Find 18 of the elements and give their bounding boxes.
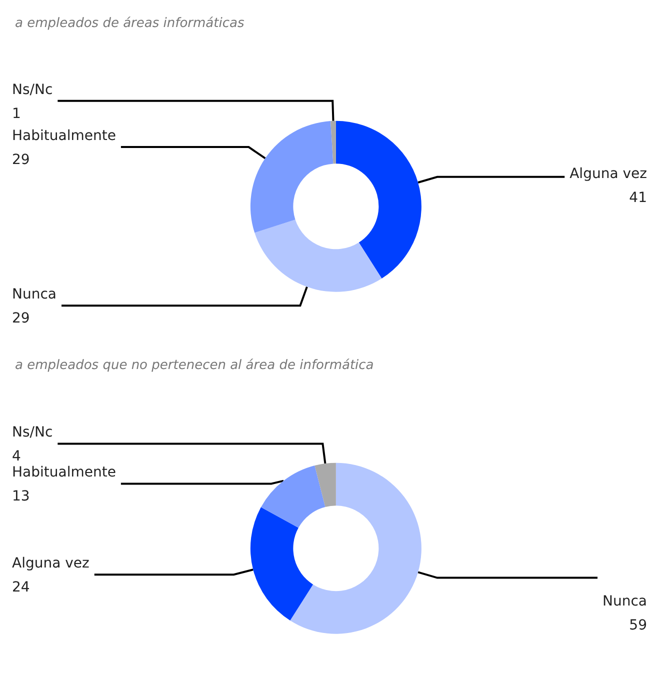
- data-label: 24: [12, 580, 30, 596]
- slice-label: Alguna vez: [570, 166, 647, 182]
- slice-label: Nunca: [602, 594, 647, 610]
- slice-label: Ns/Nc: [12, 82, 53, 98]
- slice-label: Ns/Nc: [12, 424, 53, 441]
- slice-label: Habitualmente: [12, 128, 116, 144]
- data-label: 1: [12, 106, 21, 122]
- data-label: 29: [12, 310, 30, 327]
- data-label: 59: [629, 618, 647, 634]
- data-label: 29: [12, 152, 30, 168]
- data-label: 13: [12, 488, 30, 505]
- chart-title: a empleados que no pertenecen al área de informática: [15, 358, 374, 373]
- slice-label: Nunca: [12, 286, 56, 303]
- chart-title: a empleados de áreas informáticas: [15, 16, 244, 31]
- slice-label: Habitualmente: [12, 464, 116, 481]
- data-label: 4: [12, 448, 21, 465]
- slice-label: Alguna vez: [12, 556, 90, 572]
- data-label: 41: [629, 190, 647, 206]
